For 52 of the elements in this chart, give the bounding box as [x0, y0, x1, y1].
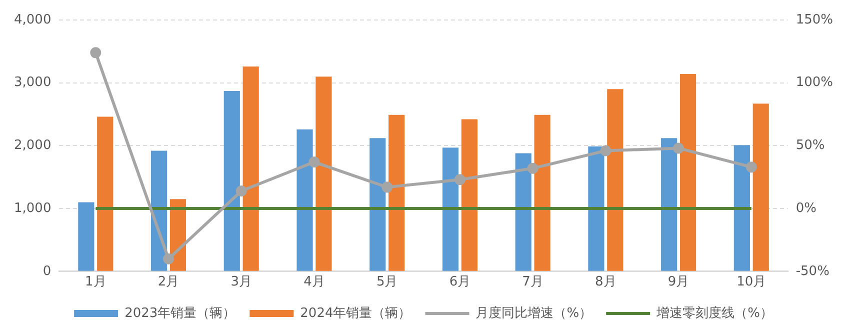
bar [296, 129, 313, 271]
point [673, 142, 684, 154]
x-tick-label: 6月 [449, 274, 471, 290]
bar [607, 89, 624, 271]
legend-label: 2024年销量（辆） [300, 306, 412, 321]
point [600, 145, 612, 156]
point [454, 174, 466, 186]
point [527, 162, 538, 174]
y-tick-label: 1,000 [14, 200, 52, 216]
x-tick-label: 4月 [304, 274, 325, 290]
x-tick-label: 2月 [158, 274, 180, 290]
x-tick-label: 8月 [595, 274, 616, 290]
bar [534, 114, 550, 271]
bar [370, 138, 386, 271]
y-tick-label: 0 [42, 264, 52, 279]
point [746, 162, 757, 173]
y2-tick-label: -50% [796, 264, 830, 279]
x-tick-label: 7月 [522, 274, 544, 290]
bar [588, 146, 604, 271]
y-tick-label: 4,000 [14, 12, 52, 28]
bar [661, 138, 678, 271]
x-tick-label: 10月 [736, 274, 766, 290]
legend-label: 2023年销量（辆） [124, 306, 236, 321]
point [163, 253, 174, 264]
bar [388, 114, 405, 271]
legend-label: 增速零刻度线（%） [656, 304, 773, 321]
y2-tick-label: 100% [796, 75, 834, 90]
x-tick-label: 3月 [230, 274, 252, 290]
bar [752, 104, 769, 271]
legend-label: 月度同比增速（%） [476, 304, 592, 321]
bar [680, 74, 696, 271]
bar [734, 145, 750, 271]
x-tick-label: 1月 [85, 274, 106, 290]
point [308, 156, 320, 168]
point [236, 185, 247, 196]
y-tick-label: 3,000 [14, 75, 52, 90]
bar [97, 116, 114, 271]
y2-tick-label: 0% [796, 200, 816, 216]
point [90, 47, 102, 58]
x-tick-label: 9月 [668, 274, 690, 290]
bar [515, 153, 532, 271]
bar [316, 76, 332, 271]
y2-tick-label: 50% [796, 138, 825, 154]
bar [78, 202, 94, 271]
point [382, 182, 393, 193]
bar [224, 91, 240, 271]
x-tick-label: 5月 [376, 274, 398, 290]
y-tick-label: 2,000 [14, 138, 52, 154]
bar [461, 119, 478, 271]
bar [242, 66, 259, 271]
y2-tick-label: 150% [796, 12, 834, 28]
bar [442, 148, 459, 271]
